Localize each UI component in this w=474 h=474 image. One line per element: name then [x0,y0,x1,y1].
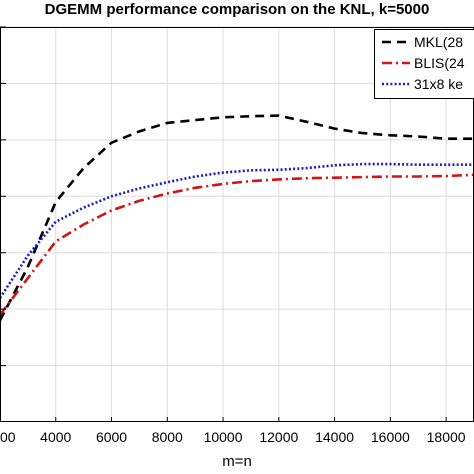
legend-label-3: 31x8 ke [414,76,463,92]
x-tick-label: 18000 [427,429,466,445]
x-tick-label: 12000 [259,429,298,445]
legend-label-2: BLIS(24 [414,55,465,71]
x-axis-label: m=n [222,453,252,470]
series-lines [0,114,474,322]
x-tick-label: 16000 [371,429,410,445]
chart-title: DGEMM performance comparison on the KNL,… [44,1,430,18]
x-tick-label: 4000 [40,429,71,445]
series-line-2 [0,173,474,316]
x-tick-label: 8000 [152,429,183,445]
x-tick-label: 10000 [204,429,243,445]
x-tick-label: 2000 [0,429,16,445]
legend: MKL(28 BLIS(24 31x8 ke [374,29,474,99]
axis-ticks: 2000 4000 6000 8000 10000 12000 14000 16000 1800… [0,26,466,445]
series-line-3 [0,162,474,299]
x-tick-label: 6000 [96,429,127,445]
legend-label-1: MKL(28 [414,34,463,50]
x-tick-label: 14000 [315,429,354,445]
series-line-1 [0,114,474,322]
